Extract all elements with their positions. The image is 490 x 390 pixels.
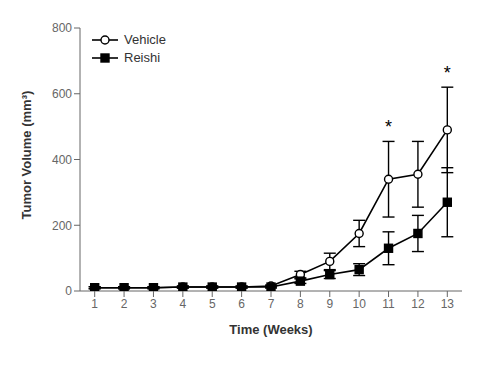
- svg-text:200: 200: [52, 219, 72, 233]
- svg-text:8: 8: [297, 297, 304, 311]
- svg-text:4: 4: [180, 297, 187, 311]
- svg-text:Time (Weeks): Time (Weeks): [229, 322, 312, 337]
- html-text:Vehicle: Vehicle: [124, 32, 166, 47]
- svg-text:*: *: [385, 117, 392, 137]
- html-text:Reishi: Reishi: [124, 50, 161, 65]
- svg-text:7: 7: [268, 297, 275, 311]
- svg-text:800: 800: [52, 21, 72, 35]
- svg-text:3: 3: [150, 297, 157, 311]
- svg-text:9: 9: [326, 297, 333, 311]
- svg-text:6: 6: [238, 297, 245, 311]
- svg-text:Tumor Volume (mm³): Tumor Volume (mm³): [19, 91, 34, 220]
- svg-text:400: 400: [52, 153, 72, 167]
- svg-text:11: 11: [382, 297, 395, 311]
- svg-text:0: 0: [65, 284, 72, 298]
- svg-text:600: 600: [52, 87, 72, 101]
- svg-text:1: 1: [91, 297, 98, 311]
- svg-text:12: 12: [411, 297, 425, 311]
- svg-text:10: 10: [352, 297, 366, 311]
- svg-text:*: *: [444, 63, 451, 83]
- svg-text:13: 13: [441, 297, 455, 311]
- svg-text:2: 2: [121, 297, 128, 311]
- svg-text:5: 5: [209, 297, 216, 311]
